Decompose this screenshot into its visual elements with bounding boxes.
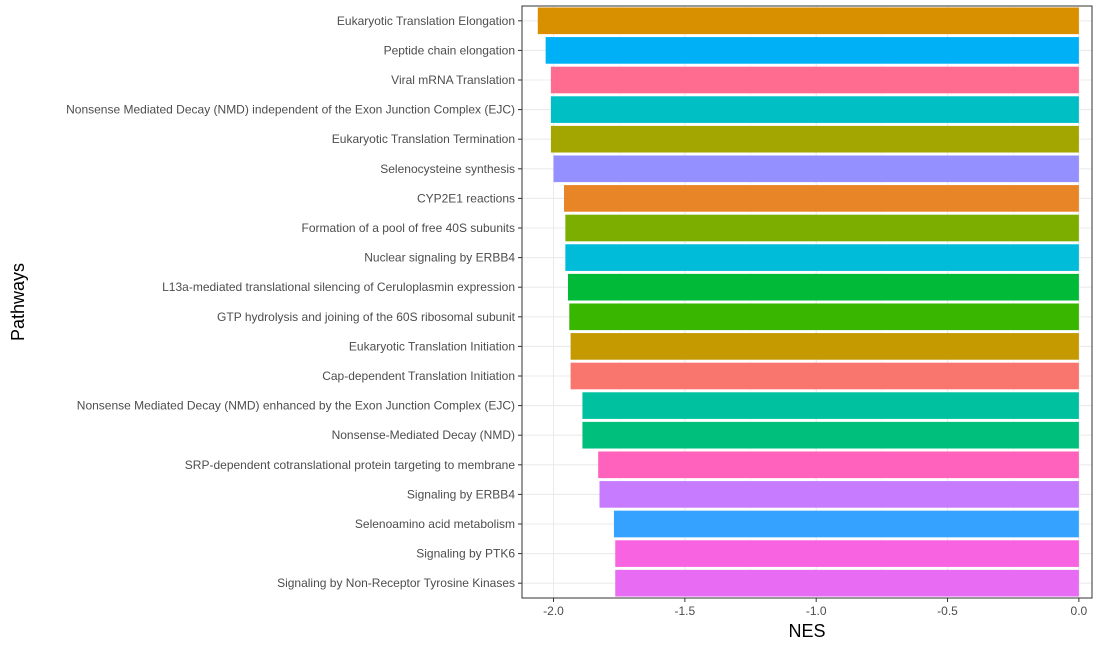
- gridlines: [522, 6, 1092, 598]
- bar: [545, 37, 1079, 64]
- bar: [582, 392, 1079, 419]
- y-tick-label: Signaling by Non-Receptor Tyrosine Kinas…: [277, 576, 515, 590]
- y-tick-label: Nonsense-Mediated Decay (NMD): [332, 428, 515, 442]
- y-tick-label: Nuclear signaling by ERBB4: [364, 251, 515, 265]
- x-tick-label: -0.5: [937, 604, 958, 618]
- y-tick-label: Eukaryotic Translation Initiation: [349, 339, 515, 353]
- y-tick-label: Selenoamino acid metabolism: [355, 517, 515, 531]
- y-tick-label: SRP-dependent cotranslational protein ta…: [185, 458, 516, 472]
- bars: [537, 7, 1079, 597]
- bar: [598, 451, 1079, 479]
- y-tick-label: Formation of a pool of free 40S subunits: [302, 221, 515, 235]
- bar: [553, 155, 1079, 183]
- y-tick-label: Selenocysteine synthesis: [380, 162, 515, 176]
- bar: [599, 481, 1079, 508]
- bar: [565, 214, 1079, 242]
- y-tick-label: L13a-mediated translational silencing of…: [162, 280, 515, 294]
- bar: [564, 185, 1079, 212]
- bar: [550, 125, 1079, 153]
- x-tick-label: 0.0: [1071, 604, 1088, 618]
- y-tick-label: GTP hydrolysis and joining of the 60S ri…: [217, 310, 516, 324]
- y-tick-label: Nonsense Mediated Decay (NMD) enhanced b…: [77, 399, 515, 413]
- bar: [615, 540, 1079, 567]
- y-axis-title: Pathways: [8, 263, 28, 341]
- y-tick-label: Peptide chain elongation: [384, 43, 515, 57]
- y-axis: Eukaryotic Translation Elongation Peptide…: [66, 14, 522, 590]
- bar: [570, 362, 1079, 390]
- bar: [615, 569, 1079, 597]
- bar: [570, 333, 1079, 360]
- y-tick-label: Viral mRNA Translation: [391, 73, 515, 87]
- x-axis-title: NES: [788, 621, 825, 641]
- y-tick-label: CYP2E1 reactions: [417, 191, 515, 205]
- bar: [537, 7, 1079, 35]
- bar: [613, 510, 1079, 538]
- x-tick-label: -2.0: [543, 604, 564, 618]
- y-tick-label: Eukaryotic Translation Termination: [332, 132, 515, 146]
- x-tick-label: -1.0: [806, 604, 827, 618]
- x-tick-label: -1.5: [675, 604, 696, 618]
- bar: [567, 273, 1079, 301]
- bar: [565, 244, 1079, 271]
- y-tick-label: Cap-dependent Translation Initiation: [322, 369, 515, 383]
- bar: [550, 66, 1079, 94]
- y-tick-label: Signaling by ERBB4: [407, 487, 515, 501]
- bar: [550, 96, 1079, 123]
- bar: [569, 303, 1079, 331]
- plot-panel-border: [521, 5, 1093, 599]
- bar: [582, 421, 1079, 449]
- x-axis: -2.0 -1.5 -1.0 -0.5 0.0: [543, 598, 1088, 618]
- y-tick-label: Nonsense Mediated Decay (NMD) independen…: [66, 103, 515, 117]
- y-tick-label: Eukaryotic Translation Elongation: [337, 14, 515, 28]
- y-tick-label: Signaling by PTK6: [416, 547, 515, 561]
